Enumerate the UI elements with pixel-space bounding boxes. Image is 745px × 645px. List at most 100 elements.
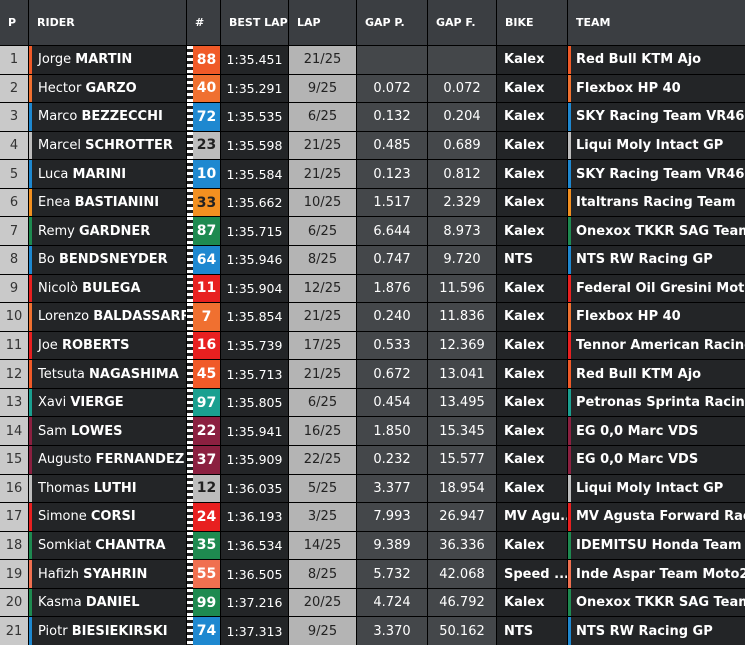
first-name: Nicolò (38, 280, 79, 296)
rider: Lorenzo BALDASSARRI (29, 303, 186, 331)
rider-number-cell: 55 (187, 560, 220, 588)
column-header: GAP P. (357, 0, 427, 45)
column-header: TEAM (568, 0, 745, 45)
team: NTS RW Racing GP (568, 245, 745, 274)
first-name: Piotr (38, 623, 68, 639)
team-stripe (568, 474, 571, 503)
team-stripe (568, 274, 571, 303)
last-name: CHANTRA (95, 537, 166, 553)
gap-previous: 0.454 (357, 388, 427, 417)
lap: 21/25 (289, 131, 356, 160)
position: 5 (0, 160, 28, 188)
position: 10 (0, 303, 28, 331)
rider-number: 23 (193, 131, 220, 160)
lap: 8/25 (289, 245, 356, 274)
first-name: Marco (38, 109, 78, 125)
team-stripe (29, 160, 32, 188)
gap-previous: 9.389 (357, 531, 427, 560)
lap: 8/25 (289, 560, 356, 588)
team: Onexox TKKR SAG Team (568, 217, 745, 245)
gap-first: 11.836 (428, 303, 496, 331)
rider-number: 55 (193, 560, 220, 588)
position: 2 (0, 74, 28, 103)
position: 21 (0, 617, 28, 645)
gap-previous: 1.850 (357, 417, 427, 445)
bike: NTS (497, 617, 567, 645)
rider-number: 10 (193, 160, 220, 188)
gap-previous: 0.232 (357, 445, 427, 474)
first-name: Remy (38, 223, 75, 239)
bike: Kalex (497, 274, 567, 303)
team-stripe (568, 503, 571, 531)
rider-number-cell: 40 (187, 74, 220, 103)
position: 1 (0, 46, 28, 74)
rider-number-cell: 12 (187, 474, 220, 503)
lap: 20/25 (289, 588, 356, 617)
rider-number: 16 (193, 331, 220, 360)
gap-first: 50.162 (428, 617, 496, 645)
rider-number: 35 (193, 531, 220, 560)
position: 4 (0, 131, 28, 160)
bike: MV Agu... (497, 503, 567, 531)
team-stripe (29, 188, 32, 217)
rider: Thomas LUTHI (29, 474, 186, 503)
rider-number-cell: 22 (187, 417, 220, 445)
bike: Kalex (497, 531, 567, 560)
last-name: BIESIEKIRSKI (71, 623, 168, 639)
team-stripe (29, 74, 32, 103)
rider-number: 87 (193, 217, 220, 245)
best-lap: 1:35.584 (221, 160, 288, 188)
team-name: Liqui Moly Intact GP (576, 137, 724, 153)
team-stripe (568, 560, 571, 588)
rider-number: 24 (193, 503, 220, 531)
gap-previous: 0.747 (357, 245, 427, 274)
first-name: Xavi (38, 395, 67, 411)
checker-strip (187, 531, 193, 560)
gap-first: 15.577 (428, 445, 496, 474)
bike: Kalex (497, 445, 567, 474)
best-lap: 1:35.946 (221, 245, 288, 274)
gap-first: 13.495 (428, 388, 496, 417)
rider-number-cell: 23 (187, 131, 220, 160)
gap-previous: 6.644 (357, 217, 427, 245)
team-name: Onexox TKKR SAG Team (576, 223, 745, 239)
position: 3 (0, 103, 28, 131)
first-name: Simone (38, 509, 87, 525)
team-stripe (568, 217, 571, 245)
gap-first: 15.345 (428, 417, 496, 445)
first-name: Luca (38, 166, 69, 182)
team-stripe (29, 388, 32, 417)
rider: Luca MARINI (29, 160, 186, 188)
rider: Remy GARDNER (29, 217, 186, 245)
gap-first: 42.068 (428, 560, 496, 588)
rider-number: 22 (193, 417, 220, 445)
best-lap: 1:35.713 (221, 360, 288, 388)
first-name: Kasma (38, 595, 82, 611)
best-lap: 1:35.715 (221, 217, 288, 245)
checker-strip (187, 103, 193, 131)
position: 19 (0, 560, 28, 588)
gap-first: 0.204 (428, 103, 496, 131)
rider-number: 74 (193, 617, 220, 645)
team-stripe (29, 531, 32, 560)
last-name: GARZO (85, 80, 137, 96)
first-name: Enea (38, 195, 71, 211)
team-name: NTS RW Racing GP (576, 623, 713, 639)
first-name: Lorenzo (38, 309, 90, 325)
checker-strip (187, 474, 193, 503)
last-name: MARTIN (75, 52, 133, 68)
last-name: BEZZECCHI (81, 109, 163, 125)
rider-number-cell: 87 (187, 217, 220, 245)
rider-number: 37 (193, 445, 220, 474)
gap-previous: 0.132 (357, 103, 427, 131)
best-lap: 1:35.598 (221, 131, 288, 160)
team: Liqui Moly Intact GP (568, 131, 745, 160)
rider-number-cell: 11 (187, 274, 220, 303)
bike: Kalex (497, 360, 567, 388)
checker-strip (187, 46, 193, 74)
team: IDEMITSU Honda Team Asia (568, 531, 745, 560)
gap-previous: 0.072 (357, 74, 427, 103)
lap: 6/25 (289, 217, 356, 245)
team-stripe (568, 74, 571, 103)
